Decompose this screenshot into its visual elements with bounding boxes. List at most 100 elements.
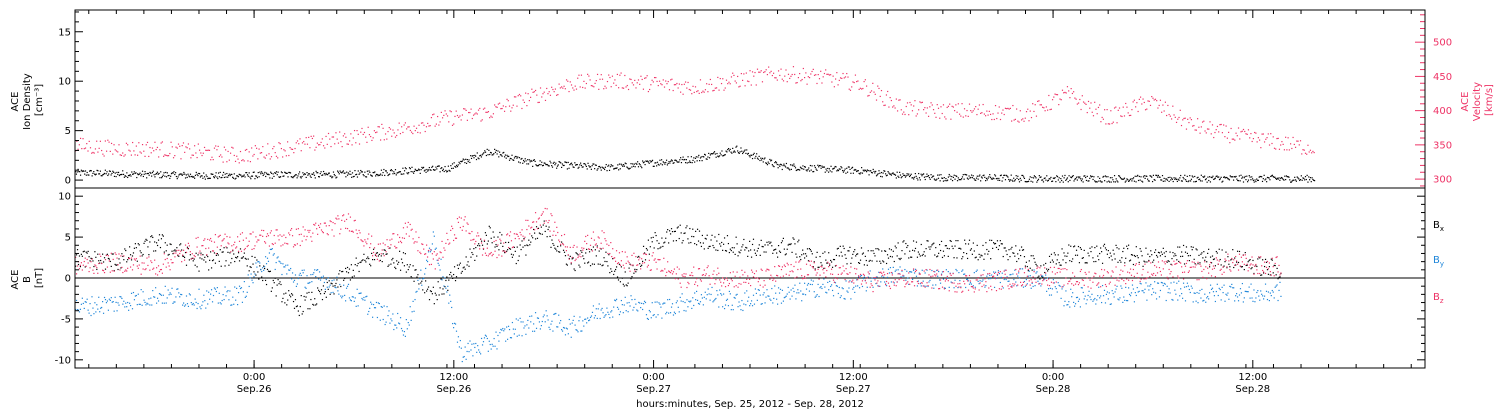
- velocity-point: [579, 86, 581, 88]
- density-point: [474, 154, 476, 156]
- density-point: [75, 171, 77, 173]
- bx-point: [952, 247, 954, 250]
- bx-point: [682, 239, 684, 242]
- bx-point: [933, 242, 935, 244]
- velocity-point: [573, 89, 575, 91]
- density-point: [1229, 175, 1231, 177]
- by-point: [610, 311, 612, 313]
- by-point: [207, 303, 209, 305]
- density-point: [933, 178, 935, 180]
- by-point: [107, 309, 109, 311]
- by-point: [516, 335, 518, 337]
- by-point: [299, 272, 301, 274]
- bx-point: [275, 295, 277, 297]
- density-point: [174, 173, 176, 176]
- bx-point: [710, 239, 712, 241]
- by-point: [1157, 282, 1160, 284]
- bx-point: [207, 255, 209, 258]
- density-point: [113, 171, 115, 173]
- bx-point: [807, 260, 810, 262]
- by-point: [815, 295, 817, 297]
- by-point: [273, 253, 275, 255]
- velocity-point: [144, 155, 146, 157]
- velocity-point: [1187, 118, 1189, 120]
- by-point: [843, 297, 845, 300]
- by-point: [994, 271, 997, 273]
- bx-point: [1196, 249, 1198, 251]
- density-point: [313, 172, 315, 174]
- bx-point: [471, 251, 473, 254]
- bx-point: [196, 266, 198, 268]
- velocity-point: [107, 139, 109, 141]
- density-point: [463, 159, 465, 161]
- by-point: [609, 317, 611, 319]
- density-point: [1221, 181, 1223, 183]
- bx-point: [434, 292, 436, 294]
- velocity-point: [275, 155, 278, 157]
- velocity-point: [472, 114, 475, 116]
- density-point: [276, 174, 278, 176]
- bx-point: [1092, 257, 1094, 259]
- density-point: [1268, 177, 1270, 179]
- density-point: [575, 164, 578, 166]
- bx-point: [898, 257, 900, 260]
- bx-point: [628, 267, 630, 269]
- by-point: [97, 308, 99, 310]
- density-point: [789, 169, 791, 171]
- velocity-point: [558, 83, 560, 85]
- bx-point: [592, 246, 595, 248]
- bx-point: [444, 286, 446, 288]
- density-point: [354, 169, 356, 172]
- velocity-point: [375, 131, 377, 134]
- bx-point: [966, 252, 968, 255]
- by-point: [590, 315, 593, 317]
- density-point: [744, 149, 746, 151]
- by-point: [691, 307, 693, 310]
- density-point: [973, 178, 975, 180]
- bx-point: [772, 252, 774, 254]
- density-point: [653, 165, 655, 167]
- bx-point: [159, 246, 162, 249]
- density-point: [271, 177, 273, 179]
- density-point: [131, 171, 133, 173]
- bx-point: [1087, 252, 1089, 254]
- bx-point: [865, 259, 867, 262]
- by-point: [1035, 272, 1037, 274]
- density-point: [1110, 181, 1112, 183]
- bx-point: [855, 255, 857, 257]
- bx-point: [301, 313, 303, 315]
- velocity-point: [520, 95, 522, 97]
- by-point: [870, 280, 872, 282]
- density-point: [1007, 176, 1009, 178]
- density-point: [456, 165, 459, 168]
- density-point: [491, 154, 493, 156]
- velocity-point: [336, 138, 338, 140]
- bx-point: [569, 255, 571, 257]
- by-point: [988, 278, 990, 280]
- bx-point: [302, 310, 304, 313]
- velocity-point: [269, 158, 271, 160]
- velocity-point: [961, 103, 963, 105]
- velocity-point: [1229, 142, 1231, 144]
- by-point: [342, 295, 344, 297]
- by-point: [1032, 285, 1034, 288]
- density-point: [544, 162, 546, 164]
- bx-point: [871, 260, 873, 262]
- by-point: [426, 259, 428, 261]
- density-point: [151, 171, 154, 174]
- by-point: [669, 312, 672, 314]
- density-point: [1224, 177, 1226, 179]
- velocity-point: [820, 70, 822, 72]
- velocity-point: [629, 78, 631, 80]
- velocity-point: [768, 66, 770, 68]
- density-point: [320, 171, 322, 173]
- velocity-point: [957, 103, 959, 105]
- density-point: [1113, 175, 1116, 177]
- density-point: [526, 163, 528, 165]
- density-point: [511, 154, 513, 156]
- density-point: [172, 172, 174, 174]
- bx-point: [1163, 252, 1165, 254]
- bx-point: [784, 254, 786, 256]
- density-point: [427, 170, 429, 172]
- density-point: [214, 175, 216, 177]
